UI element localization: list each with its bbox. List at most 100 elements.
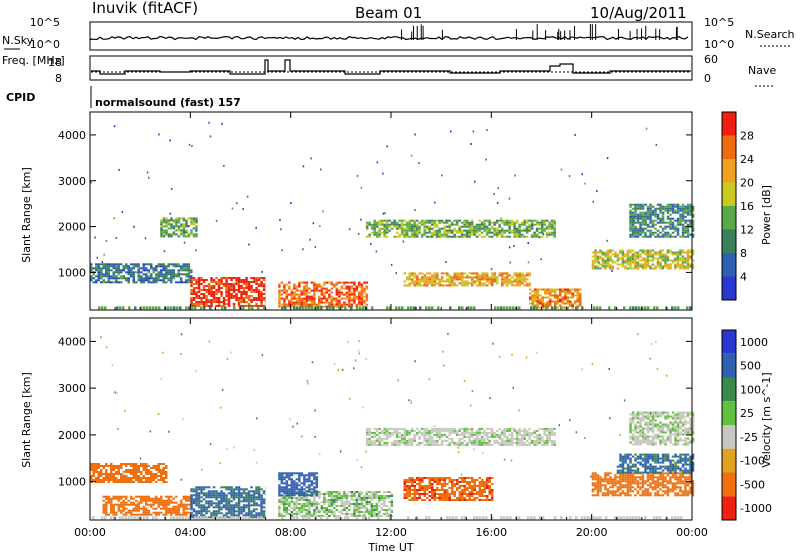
data-cell xyxy=(363,289,366,292)
data-cell xyxy=(132,477,135,479)
data-cell xyxy=(674,257,677,260)
data-cell xyxy=(634,221,637,224)
data-cell xyxy=(310,474,314,477)
data-cell xyxy=(411,479,414,481)
data-cell xyxy=(278,484,281,487)
data-cell xyxy=(255,486,258,489)
data-cell xyxy=(345,511,349,513)
data-cell xyxy=(520,439,524,442)
data-cell xyxy=(127,471,130,473)
data-cell xyxy=(413,485,416,487)
data-cell xyxy=(451,280,454,283)
data-cell xyxy=(669,217,672,220)
data-cell xyxy=(624,267,627,270)
data-cell xyxy=(686,306,689,310)
data-cell xyxy=(378,223,381,226)
data-cell xyxy=(448,487,451,489)
data-cell xyxy=(535,441,539,444)
data-cell xyxy=(130,503,133,506)
data-cell xyxy=(433,493,436,495)
data-cell xyxy=(388,433,391,436)
data-cell xyxy=(408,278,411,281)
data-cell xyxy=(428,479,431,481)
data-cell xyxy=(370,231,374,234)
data-cell xyxy=(323,493,326,495)
data-cell xyxy=(97,475,100,477)
data-cell xyxy=(390,515,394,517)
data-cell xyxy=(490,443,494,446)
data-cell xyxy=(92,267,95,270)
data-cell xyxy=(200,492,203,495)
data-cell xyxy=(461,276,464,279)
data-cell xyxy=(689,233,692,236)
data-cell xyxy=(533,306,536,310)
data-cell xyxy=(329,306,332,310)
data-cell xyxy=(313,289,316,292)
data-cell xyxy=(686,259,690,262)
data-cell xyxy=(646,235,650,238)
data-cell xyxy=(227,486,231,489)
data-cell xyxy=(629,229,632,232)
data-cell xyxy=(172,231,176,234)
data-cell xyxy=(370,509,374,511)
data-cell xyxy=(560,306,563,310)
data-cell xyxy=(483,284,486,287)
data-cell xyxy=(533,435,536,438)
data-cell xyxy=(423,427,426,430)
data-cell xyxy=(691,215,695,218)
data-cell xyxy=(227,516,231,519)
data-cell xyxy=(345,503,349,505)
data-cell xyxy=(616,267,620,270)
data-cell xyxy=(516,280,519,283)
data-cell xyxy=(300,293,304,296)
data-cell xyxy=(197,486,201,489)
data-cell xyxy=(408,223,411,226)
data-cell xyxy=(533,439,536,442)
data-cell xyxy=(298,511,301,513)
data-cell xyxy=(252,492,256,495)
data-cell xyxy=(105,507,108,510)
data-cell xyxy=(242,305,246,307)
data-cell xyxy=(185,223,188,226)
data-cell xyxy=(333,513,336,515)
data-cell xyxy=(207,506,211,509)
data-cell xyxy=(485,231,489,234)
data-cell xyxy=(117,503,120,506)
data-cell xyxy=(661,205,665,208)
data-cell xyxy=(528,437,531,440)
data-cell xyxy=(185,497,188,500)
data-cell xyxy=(676,217,680,220)
data-cell xyxy=(674,219,677,222)
data-cell xyxy=(220,492,223,495)
data-cell xyxy=(177,265,180,268)
data-cell xyxy=(192,293,196,295)
data-cell xyxy=(242,496,246,499)
data-cell xyxy=(373,497,376,499)
data-cell xyxy=(418,497,421,499)
data-cell xyxy=(182,495,185,498)
data-cell xyxy=(433,225,436,228)
data-cell xyxy=(140,463,143,465)
data-cell xyxy=(641,263,645,266)
data-cell xyxy=(217,508,221,511)
data-cell xyxy=(117,281,120,284)
data-cell xyxy=(495,433,499,436)
data-cell xyxy=(137,279,140,282)
data-cell xyxy=(100,273,103,276)
data-cell xyxy=(137,507,140,510)
data-cell xyxy=(120,495,123,498)
data-cell xyxy=(165,467,168,469)
data-cell xyxy=(237,510,241,513)
data-cell xyxy=(508,246,511,249)
data-cell xyxy=(278,511,281,513)
data-cell xyxy=(488,223,491,226)
data-cell xyxy=(609,259,612,262)
data-cell xyxy=(353,293,356,296)
data-cell xyxy=(182,273,185,276)
data-cell xyxy=(508,274,511,277)
data-cell xyxy=(323,287,326,290)
data-cell xyxy=(261,270,263,273)
data-cell xyxy=(445,443,449,446)
data-cell xyxy=(360,491,364,493)
data-cell xyxy=(165,511,168,514)
